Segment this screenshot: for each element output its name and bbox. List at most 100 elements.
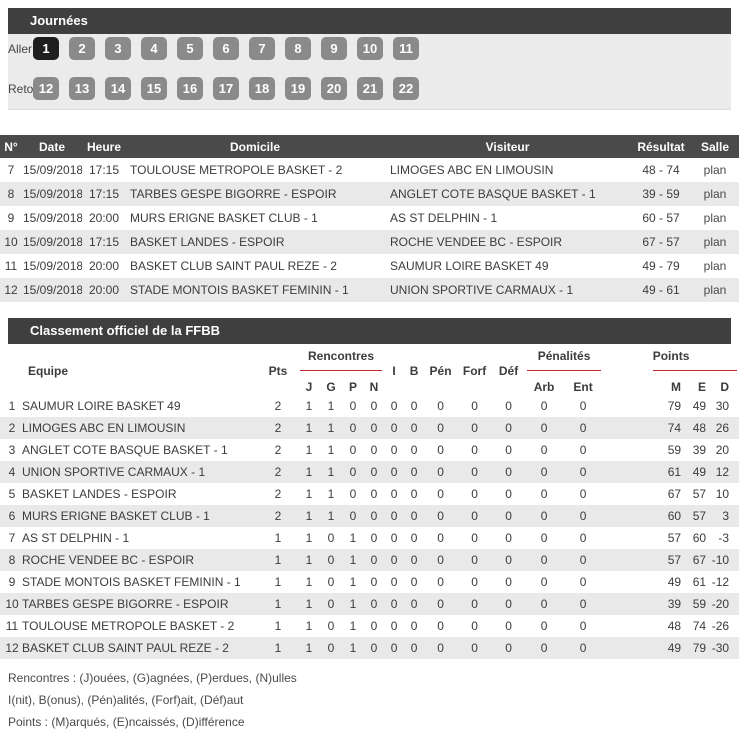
journee-button-19[interactable]: 19 bbox=[285, 77, 311, 100]
stat-def: 0 bbox=[492, 637, 526, 659]
stat-p: 0 bbox=[349, 399, 357, 413]
results-table: N° Date Heure Domicile Visiteur Résultat… bbox=[0, 135, 739, 302]
journee-button-16[interactable]: 16 bbox=[177, 77, 203, 100]
stat-g: 1 bbox=[327, 399, 335, 413]
journee-button-17[interactable]: 17 bbox=[213, 77, 239, 100]
stat-def: 0 bbox=[505, 531, 512, 545]
result-row: 9 15/09/2018 20:00 MURS ERIGNE BASKET CLUB … bbox=[0, 206, 739, 230]
journee-button-7[interactable]: 7 bbox=[249, 37, 275, 60]
stat-n: 0 bbox=[364, 593, 385, 615]
journee-button-6[interactable]: 6 bbox=[213, 37, 239, 60]
journee-button-15[interactable]: 15 bbox=[141, 77, 167, 100]
team-name: ANGLET COTE BASQUE BASKET - 1 bbox=[22, 443, 228, 457]
match-time: 20:00 bbox=[88, 211, 120, 225]
team-cell: 10 TARBES GESPE BIGORRE - ESPOIR bbox=[0, 593, 258, 615]
journee-button-3[interactable]: 3 bbox=[105, 37, 131, 60]
stat-arb: 0 bbox=[540, 399, 548, 413]
col-header-venue: Salle bbox=[691, 135, 739, 158]
col-header-g: G bbox=[326, 379, 336, 394]
stat-d: -26 bbox=[711, 619, 730, 633]
stat-forf: 0 bbox=[457, 417, 493, 439]
visitor-team: AS ST DELPHIN - 1 bbox=[390, 211, 498, 225]
stat-p: 0 bbox=[342, 505, 364, 527]
home-team: MURS ERIGNE BASKET CLUB - 1 bbox=[130, 211, 318, 225]
stat-ent: 0 bbox=[563, 461, 604, 483]
journee-button-21[interactable]: 21 bbox=[357, 77, 383, 100]
journee-button-13[interactable]: 13 bbox=[69, 77, 95, 100]
col-header-j: J bbox=[305, 379, 313, 394]
match-time: 17:15 bbox=[82, 182, 126, 206]
rencontres-underline bbox=[298, 363, 384, 378]
team-rank: 9 bbox=[8, 575, 16, 589]
journees-header-bar: Journées bbox=[8, 8, 731, 34]
stat-i: 0 bbox=[384, 637, 405, 659]
team-cell: 7 AS ST DELPHIN - 1 bbox=[0, 527, 258, 549]
journee-button-22[interactable]: 22 bbox=[393, 77, 419, 100]
journee-button-2[interactable]: 2 bbox=[69, 37, 95, 60]
stat-g: 1 bbox=[320, 505, 342, 527]
stat-i: 0 bbox=[390, 443, 398, 457]
standing-row: 2 LIMOGES ABC EN LIMOUSIN 2 1 1 0 0 0 0 0 0 0 0 0 74 48… bbox=[0, 417, 739, 439]
team-name: BASKET CLUB SAINT PAUL REZE - 2 bbox=[22, 641, 229, 655]
journee-button-5[interactable]: 5 bbox=[177, 37, 203, 60]
stat-m: 60 bbox=[603, 505, 686, 527]
journee-button-8[interactable]: 8 bbox=[285, 37, 311, 60]
journee-button-11[interactable]: 11 bbox=[393, 37, 419, 60]
stat-pts: 2 bbox=[258, 417, 298, 439]
stat-m: 79 bbox=[667, 399, 682, 413]
stat-p: 1 bbox=[349, 531, 357, 545]
stat-arb: 0 bbox=[525, 593, 564, 615]
team-name: LIMOGES ABC EN LIMOUSIN bbox=[22, 421, 186, 435]
journee-button-14[interactable]: 14 bbox=[105, 77, 131, 100]
stat-m: 57 bbox=[603, 549, 686, 571]
stat-arb: 0 bbox=[540, 531, 548, 545]
stat-forf: 0 bbox=[471, 619, 478, 633]
penalites-underline bbox=[525, 363, 603, 378]
stat-g: 0 bbox=[327, 619, 335, 633]
col-header-pts: Pts bbox=[268, 363, 288, 378]
venue-plan-link[interactable]: plan bbox=[691, 182, 739, 206]
journee-button-10[interactable]: 10 bbox=[357, 37, 383, 60]
journee-button-1[interactable]: 1 bbox=[33, 37, 59, 60]
stat-b: 0 bbox=[404, 637, 425, 659]
visitor-team: UNION SPORTIVE CARMAUX - 1 bbox=[384, 278, 631, 302]
stat-m: 61 bbox=[603, 461, 686, 483]
stat-pts: 2 bbox=[274, 443, 282, 457]
stat-ent: 0 bbox=[563, 505, 604, 527]
team-name: SAUMUR LOIRE BASKET 49 bbox=[22, 399, 181, 413]
match-score: 60 - 57 bbox=[642, 211, 680, 225]
stat-pen: 0 bbox=[424, 417, 458, 439]
stat-arb: 0 bbox=[540, 487, 548, 501]
col-header-visitor: Visiteur bbox=[384, 135, 631, 158]
venue-plan-link[interactable]: plan bbox=[691, 230, 739, 254]
home-team: BASKET CLUB SAINT PAUL REZE - 2 bbox=[130, 259, 337, 273]
col-header-num: N° bbox=[0, 135, 22, 158]
col-header-time: Heure bbox=[82, 135, 126, 158]
stat-e: 39 bbox=[692, 443, 707, 457]
stat-b: 0 bbox=[410, 619, 418, 633]
stat-n: 0 bbox=[370, 575, 378, 589]
stat-g: 0 bbox=[320, 549, 342, 571]
match-date: 15/09/2018 bbox=[23, 163, 82, 177]
journee-button-9[interactable]: 9 bbox=[321, 37, 347, 60]
stat-ent: 0 bbox=[579, 575, 587, 589]
journee-button-20[interactable]: 20 bbox=[321, 77, 347, 100]
venue-plan-link[interactable]: plan bbox=[703, 259, 727, 273]
stat-p: 0 bbox=[349, 487, 357, 501]
stat-n: 0 bbox=[364, 637, 385, 659]
journee-button-12[interactable]: 12 bbox=[33, 77, 59, 100]
venue-plan-link[interactable]: plan bbox=[703, 211, 727, 225]
journee-button-4[interactable]: 4 bbox=[141, 37, 167, 60]
col-header-forf: Forf bbox=[462, 363, 487, 378]
venue-plan-link[interactable]: plan bbox=[691, 278, 739, 302]
stat-n: 0 bbox=[364, 461, 385, 483]
stat-b: 0 bbox=[404, 417, 425, 439]
journee-button-18[interactable]: 18 bbox=[249, 77, 275, 100]
col-header-pen: Pén bbox=[429, 363, 452, 378]
venue-plan-link[interactable]: plan bbox=[703, 163, 727, 177]
standing-row: 10 TARBES GESPE BIGORRE - ESPOIR 1 1 0 1 0 0 0 0 0… bbox=[0, 593, 739, 615]
stat-n: 0 bbox=[364, 417, 385, 439]
